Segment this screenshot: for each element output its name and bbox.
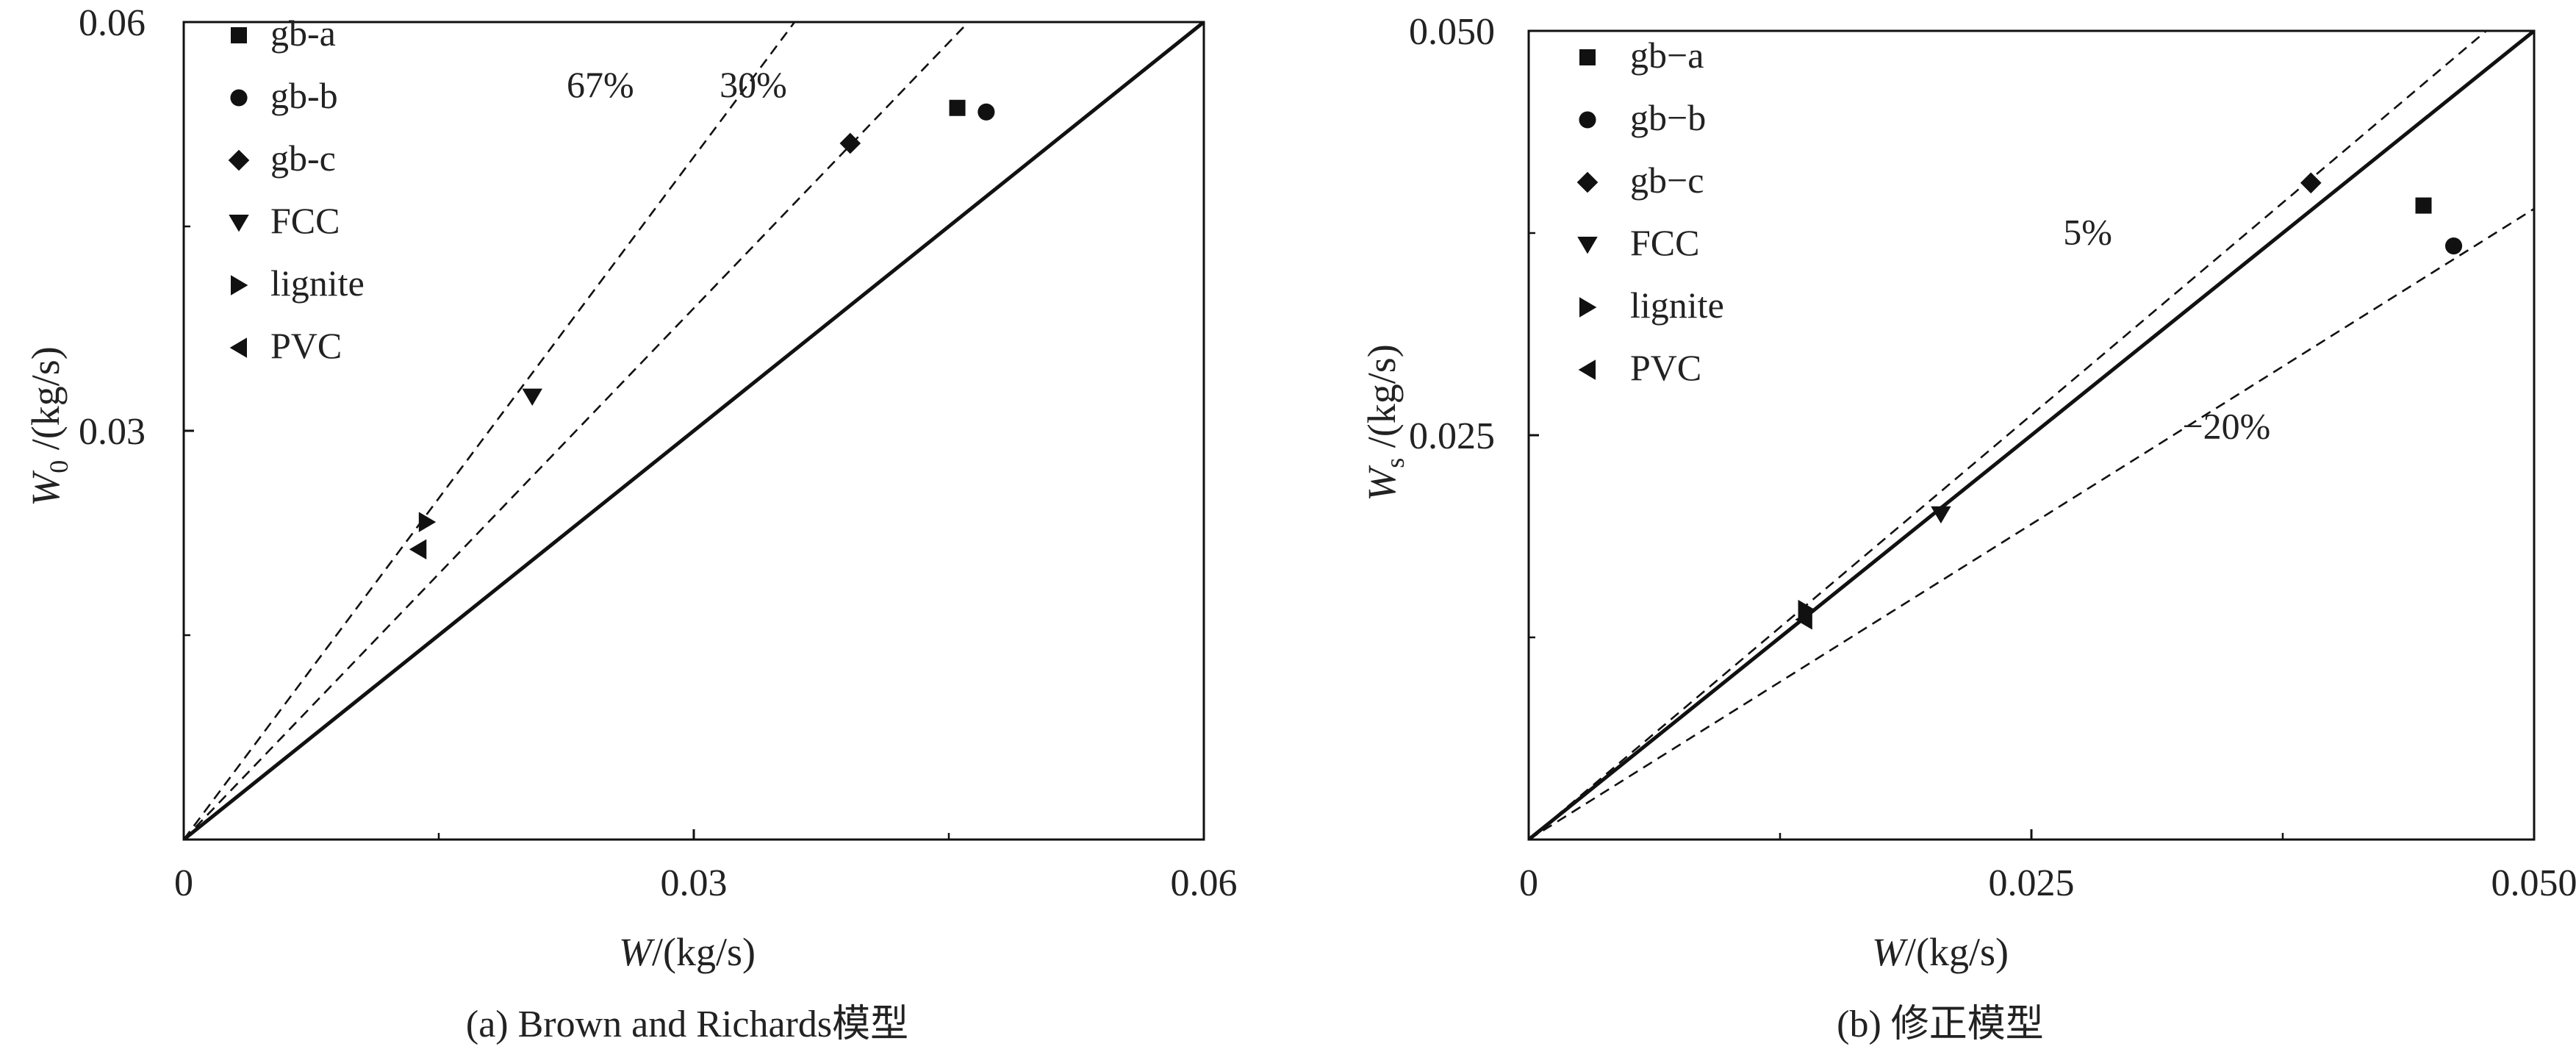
chart-b-point-pvc <box>1795 609 1812 630</box>
chart-b-legend-label: gb−c <box>1630 160 1704 201</box>
chart-a-legend-marker <box>228 149 250 171</box>
chart-a-x-axis-title: W/(kg/s) <box>619 930 756 974</box>
chart-b-legend-marker <box>1576 171 1599 193</box>
chart-b-legend-label: lignite <box>1630 285 1724 326</box>
chart-a-legend-label: FCC <box>270 200 340 241</box>
chart-a-legend-marker <box>230 89 248 107</box>
chart-a-legend-marker <box>229 337 247 358</box>
chart-a-point-gb-a <box>949 99 966 116</box>
chart-b-legend-marker <box>1577 237 1598 254</box>
chart-b-legend-label: gb−a <box>1630 35 1704 76</box>
chart-a-line-annotation: 30% <box>720 64 787 105</box>
chart-b-x-tick-label: 0.025 <box>1989 862 2075 904</box>
chart-a-x-tick-label: 0.03 <box>661 862 728 904</box>
chart-a-legend-label: gb-c <box>270 137 336 179</box>
chart-a-point-lignite <box>418 512 437 532</box>
chart-a-x-tick-label: 0.06 <box>1171 862 1238 904</box>
chart-b-legend-marker <box>1579 49 1596 65</box>
chart-a-legend-label: lignite <box>270 262 365 304</box>
chart-a-legend-label: gb-a <box>270 12 336 54</box>
chart-a-point-gb-b <box>977 103 995 121</box>
chart-b-x-tick-label: 0 <box>1519 862 1538 904</box>
chart-a-legend-marker <box>231 275 248 296</box>
chart-a-y-axis-title: W0 /(kg/s) <box>24 346 73 506</box>
chart-a-deviation-line <box>184 22 796 840</box>
chart-a-point-gb-c <box>839 132 861 154</box>
chart-b-x-axis-title: W/(kg/s) <box>1872 930 2009 974</box>
chart-a-data-points <box>409 99 995 559</box>
chart-a-point-pvc <box>409 539 427 559</box>
chart-b-y-tick-label: 0.050 <box>1409 11 1495 53</box>
chart-a-line-annotation: 67% <box>567 64 634 105</box>
chart-b-data-points <box>1795 172 2463 630</box>
chart-b-point-lignite <box>1798 599 1815 620</box>
chart-a: (a) Brown and Richards模型 0 0.03 0.06 0.03 0.… <box>24 2 1238 1045</box>
chart-a-point-fcc <box>522 388 542 407</box>
chart-a-legend-label: PVC <box>270 325 342 366</box>
chart-b-legend: gb−a gb−b gb−c FCC lignite PVC <box>1576 35 1724 388</box>
chart-a-legend-label: gb-b <box>270 75 338 116</box>
chart-a-x-tick-label: 0 <box>174 862 193 904</box>
chart-b-x-tick-label: 0.050 <box>2491 862 2576 904</box>
chart-b-point-gb-a <box>2415 197 2432 214</box>
chart-b-parity-line <box>1529 31 2534 840</box>
chart-b-legend-marker <box>1579 297 1597 318</box>
chart-b-line-annotation: 5% <box>2063 211 2112 252</box>
chart-a-legend-marker <box>231 27 247 43</box>
chart-b-y-tick-label: 0.025 <box>1409 415 1495 457</box>
chart-a-ticks <box>182 21 1205 840</box>
chart-b-point-gb-b <box>2445 237 2463 255</box>
chart-b-deviation-line <box>1529 207 2534 840</box>
chart-b-legend-marker <box>1579 111 1596 129</box>
chart-b-legend-label: gb−b <box>1630 97 1706 138</box>
chart-a-deviation-line <box>184 22 969 840</box>
chart-b: (b) 修正模型 0 0.025 0.050 0.025 0.050 W/(kg/s) Ws… <box>1360 11 2576 1045</box>
chart-b-deviation-line <box>1529 31 2487 840</box>
chart-a-y-tick-label: 0.06 <box>79 2 146 44</box>
chart-a-legend-marker <box>229 215 249 232</box>
chart-b-legend-marker <box>1578 359 1596 380</box>
chart-b-point-gb-c <box>2300 172 2322 194</box>
chart-b-legend-label: FCC <box>1630 222 1700 263</box>
chart-b-caption: (b) 修正模型 <box>1837 1003 2044 1045</box>
chart-a-caption: (a) Brown and Richards模型 <box>466 1003 908 1045</box>
chart-a-reference-lines <box>184 22 1204 840</box>
chart-a-parity-line <box>184 22 1204 840</box>
chart-b-legend-label: PVC <box>1630 347 1701 388</box>
chart-a-y-tick-label: 0.03 <box>79 411 146 453</box>
chart-b-ticks <box>1527 29 2536 840</box>
chart-b-point-fcc <box>1931 506 1951 524</box>
chart-b-line-annotation: −20% <box>2182 405 2270 446</box>
chart-b-y-axis-title: Ws /(kg/s) <box>1360 344 1410 501</box>
chart-b-reference-lines <box>1529 31 2534 840</box>
chart-a-legend: gb-a gb-b gb-c FCC lignite PVC <box>228 12 365 366</box>
